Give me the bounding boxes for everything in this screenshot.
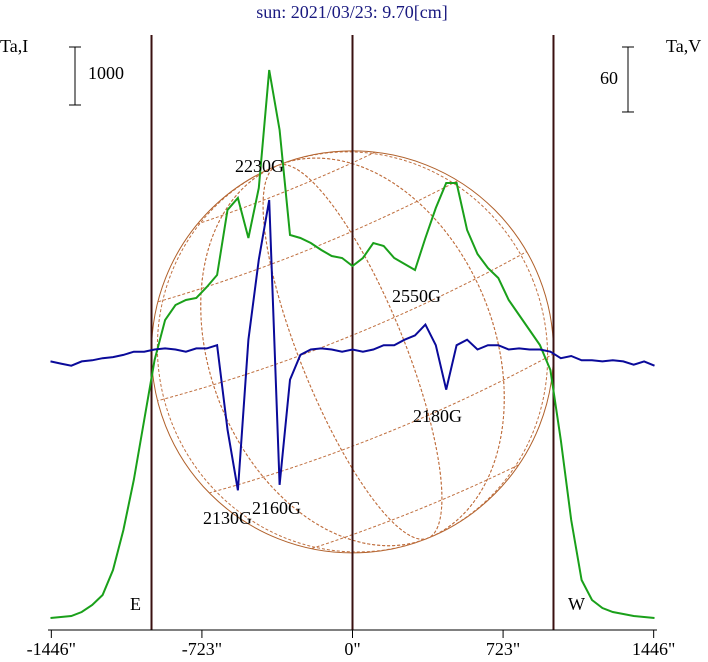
solar-parallel [155, 250, 529, 402]
annotation: W [568, 594, 585, 614]
y-axis-label: Ta,I [0, 36, 28, 56]
x-tick-label: 723" [486, 639, 520, 659]
solar-parallel [194, 345, 568, 498]
solar-parallel [225, 423, 599, 575]
solar-parallel [96, 103, 470, 255]
x-tick-label: -723" [182, 639, 222, 659]
annotation: 2130G [203, 508, 252, 528]
x-tick-label: 0" [344, 639, 360, 659]
annotation: E [130, 594, 141, 614]
solar-grid-lines [96, 103, 599, 575]
annotation: 2550G [392, 286, 441, 306]
series-line [50, 69, 655, 619]
scale-label: 60 [600, 68, 618, 88]
y2-axis-label: Ta,V [666, 36, 701, 56]
x-tick-label: -1446" [27, 639, 76, 659]
solar-parallel [119, 161, 493, 313]
chart-title: sun: 2021/03/23: 9.70[cm] [256, 2, 448, 22]
series-line [50, 199, 655, 491]
annotation: 2230G [235, 156, 284, 176]
annotation: 2160G [252, 498, 301, 518]
annotation: 2180G [413, 406, 462, 426]
scale-label: 1000 [88, 63, 124, 83]
x-tick-label: 1446" [632, 639, 675, 659]
